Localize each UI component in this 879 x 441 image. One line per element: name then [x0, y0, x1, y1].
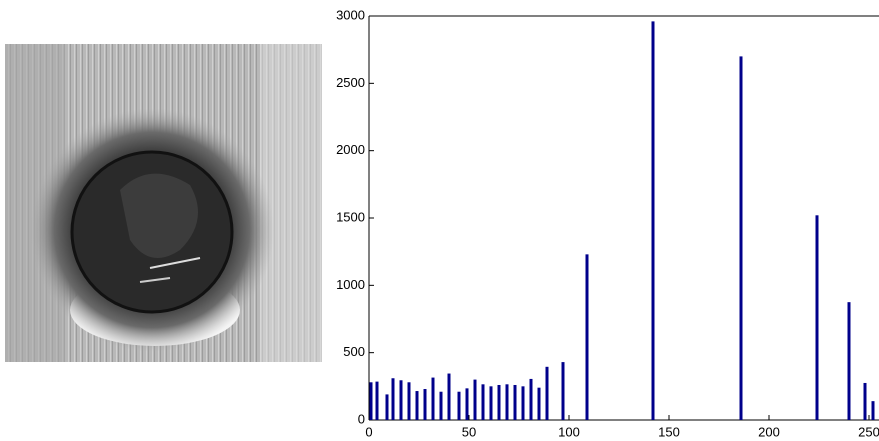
bar — [375, 381, 379, 420]
bar — [415, 391, 419, 420]
bar — [529, 378, 533, 420]
bar — [505, 384, 509, 420]
y-tick-label: 2000 — [336, 142, 365, 157]
bar — [651, 21, 655, 421]
bar — [537, 387, 541, 420]
bar — [399, 380, 403, 420]
bar — [473, 379, 477, 420]
bar — [847, 302, 851, 420]
y-tick-label: 2500 — [336, 75, 365, 90]
x-tick-label: 100 — [558, 424, 580, 439]
bar — [481, 384, 485, 420]
y-tick-label: 3000 — [336, 7, 365, 22]
x-tick-label: 250 — [858, 424, 879, 439]
bar — [863, 382, 867, 420]
bar — [391, 378, 395, 420]
x-tick-label: 150 — [658, 424, 680, 439]
axes: 0 500 1000 1500 2000 2500 3000 0 50 100 150 200 250 — [336, 7, 879, 439]
bar — [561, 362, 565, 420]
bar — [871, 401, 875, 420]
bar — [585, 254, 589, 420]
y-tick-label: 500 — [343, 344, 365, 359]
x-tick-label: 200 — [758, 424, 780, 439]
y-tick-label: 0 — [358, 411, 365, 426]
bar — [447, 373, 451, 420]
x-tick-label: 0 — [365, 424, 372, 439]
y-tick-label: 1500 — [336, 209, 365, 224]
bar — [385, 394, 389, 420]
bar — [369, 382, 373, 420]
bar — [521, 386, 525, 420]
bar — [407, 382, 411, 420]
bar — [465, 388, 469, 420]
bar — [431, 377, 435, 420]
bar — [489, 386, 493, 420]
bar — [497, 384, 501, 420]
bar — [439, 391, 443, 420]
bar — [545, 366, 549, 420]
x-tick-label: 50 — [462, 424, 476, 439]
bar — [815, 215, 819, 420]
bar — [513, 384, 517, 420]
bar — [739, 56, 743, 421]
coin-photo — [5, 44, 322, 362]
bar — [457, 391, 461, 420]
bar — [423, 389, 427, 420]
y-tick-label: 1000 — [336, 277, 365, 292]
